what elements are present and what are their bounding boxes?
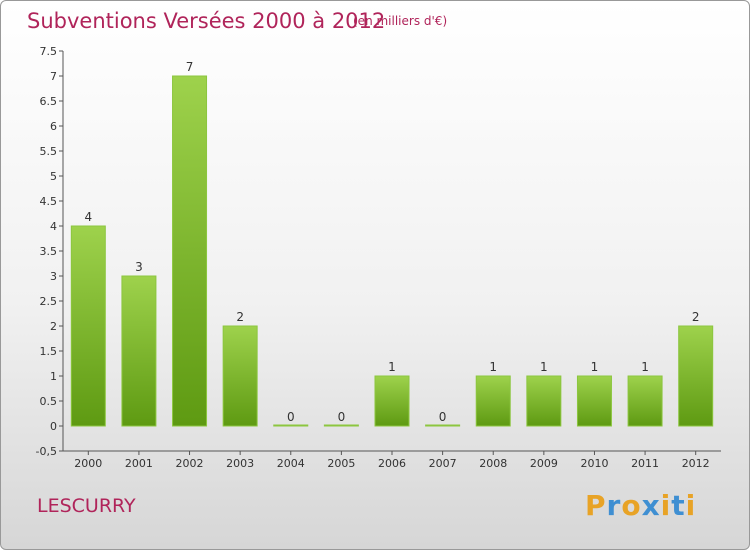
logo-letter: P <box>585 489 607 522</box>
bar-value-label: 4 <box>84 210 92 224</box>
bar <box>70 225 106 427</box>
bar <box>627 375 663 427</box>
bar <box>121 275 157 427</box>
bar-value-label: 7 <box>186 60 194 74</box>
bar-value-label: 1 <box>489 360 497 374</box>
bar <box>323 424 359 427</box>
x-tick-label: 2002 <box>176 457 204 470</box>
y-tick-label: 3.5 <box>40 245 58 258</box>
bar-value-label: 2 <box>236 310 244 324</box>
axes: -0,500.511.522.533.544.555.566.577.52000… <box>36 45 721 470</box>
proxiti-logo: Proxiti <box>585 489 696 522</box>
commune-name: LESCURRY <box>37 495 136 517</box>
data-labels: 4 3 7 2 0 0 1 0 1 1 1 1 2 <box>84 60 699 424</box>
x-tick-label: 2011 <box>631 457 659 470</box>
y-tick-label: 1.5 <box>40 345 58 358</box>
bar-value-label: 1 <box>388 360 396 374</box>
x-tick-label: 2000 <box>74 457 102 470</box>
bar <box>576 375 612 427</box>
x-tick-label: 2001 <box>125 457 153 470</box>
x-tick-label: 2004 <box>277 457 305 470</box>
bar-value-label: 0 <box>338 410 346 424</box>
x-tick-label: 2006 <box>378 457 406 470</box>
logo-letter: o <box>621 489 642 522</box>
y-tick-label: 4 <box>50 220 57 233</box>
y-tick-label: 1 <box>50 370 57 383</box>
bar <box>526 375 562 427</box>
y-tick-label: 7.5 <box>40 45 58 58</box>
bars <box>70 75 714 427</box>
x-tick-label: 2003 <box>226 457 254 470</box>
x-tick-label: 2008 <box>479 457 507 470</box>
y-tick-label: 6.5 <box>40 95 58 108</box>
y-tick-label: -0,5 <box>36 445 57 458</box>
chart-unit: (en milliers d'€) <box>353 14 448 28</box>
y-tick-label: 2 <box>50 320 57 333</box>
bar <box>475 375 511 427</box>
bar <box>374 375 410 427</box>
y-tick-label: 0 <box>50 420 57 433</box>
bar <box>172 75 208 427</box>
x-tick-label: 2012 <box>682 457 710 470</box>
bar-value-label: 1 <box>591 360 599 374</box>
bar-value-label: 0 <box>287 410 295 424</box>
x-tick-label: 2009 <box>530 457 558 470</box>
bar <box>273 424 309 427</box>
logo-letter: i <box>685 489 697 522</box>
y-tick-label: 3 <box>50 270 57 283</box>
bar <box>222 325 258 427</box>
bar-value-label: 1 <box>641 360 649 374</box>
y-tick-label: 4.5 <box>40 195 58 208</box>
logo-letter: i <box>660 489 672 522</box>
logo-letter: t <box>671 489 686 522</box>
bar-value-label: 2 <box>692 310 700 324</box>
y-tick-label: 6 <box>50 120 57 133</box>
y-tick-label: 2.5 <box>40 295 58 308</box>
y-tick-label: 7 <box>50 70 57 83</box>
y-tick-label: 0.5 <box>40 395 58 408</box>
logo-letter: r <box>606 489 622 522</box>
x-tick-label: 2007 <box>429 457 457 470</box>
bar-value-label: 1 <box>540 360 548 374</box>
bar-value-label: 0 <box>439 410 447 424</box>
chart-title: Subventions Versées 2000 à 2012 <box>27 9 386 33</box>
x-tick-label: 2005 <box>327 457 355 470</box>
bar <box>678 325 714 427</box>
y-tick-label: 5.5 <box>40 145 58 158</box>
bar-value-label: 3 <box>135 260 143 274</box>
x-tick-label: 2010 <box>580 457 608 470</box>
bar <box>425 424 461 427</box>
y-tick-label: 5 <box>50 170 57 183</box>
logo-letter: x <box>641 489 661 522</box>
